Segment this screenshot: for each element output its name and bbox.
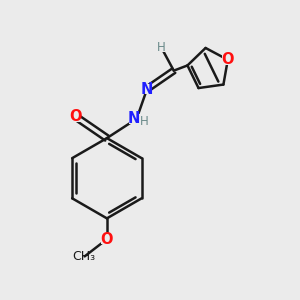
Text: H: H — [157, 41, 166, 54]
FancyBboxPatch shape — [129, 114, 144, 124]
Text: N: N — [141, 82, 153, 97]
FancyBboxPatch shape — [157, 43, 166, 52]
Text: O: O — [101, 232, 113, 247]
Text: N: N — [128, 111, 140, 126]
Text: CH₃: CH₃ — [73, 250, 96, 263]
Text: H: H — [140, 115, 148, 128]
FancyBboxPatch shape — [222, 55, 233, 64]
FancyBboxPatch shape — [101, 234, 112, 244]
Text: O: O — [69, 109, 82, 124]
FancyBboxPatch shape — [142, 84, 152, 94]
Text: O: O — [221, 52, 234, 67]
FancyBboxPatch shape — [70, 112, 81, 122]
